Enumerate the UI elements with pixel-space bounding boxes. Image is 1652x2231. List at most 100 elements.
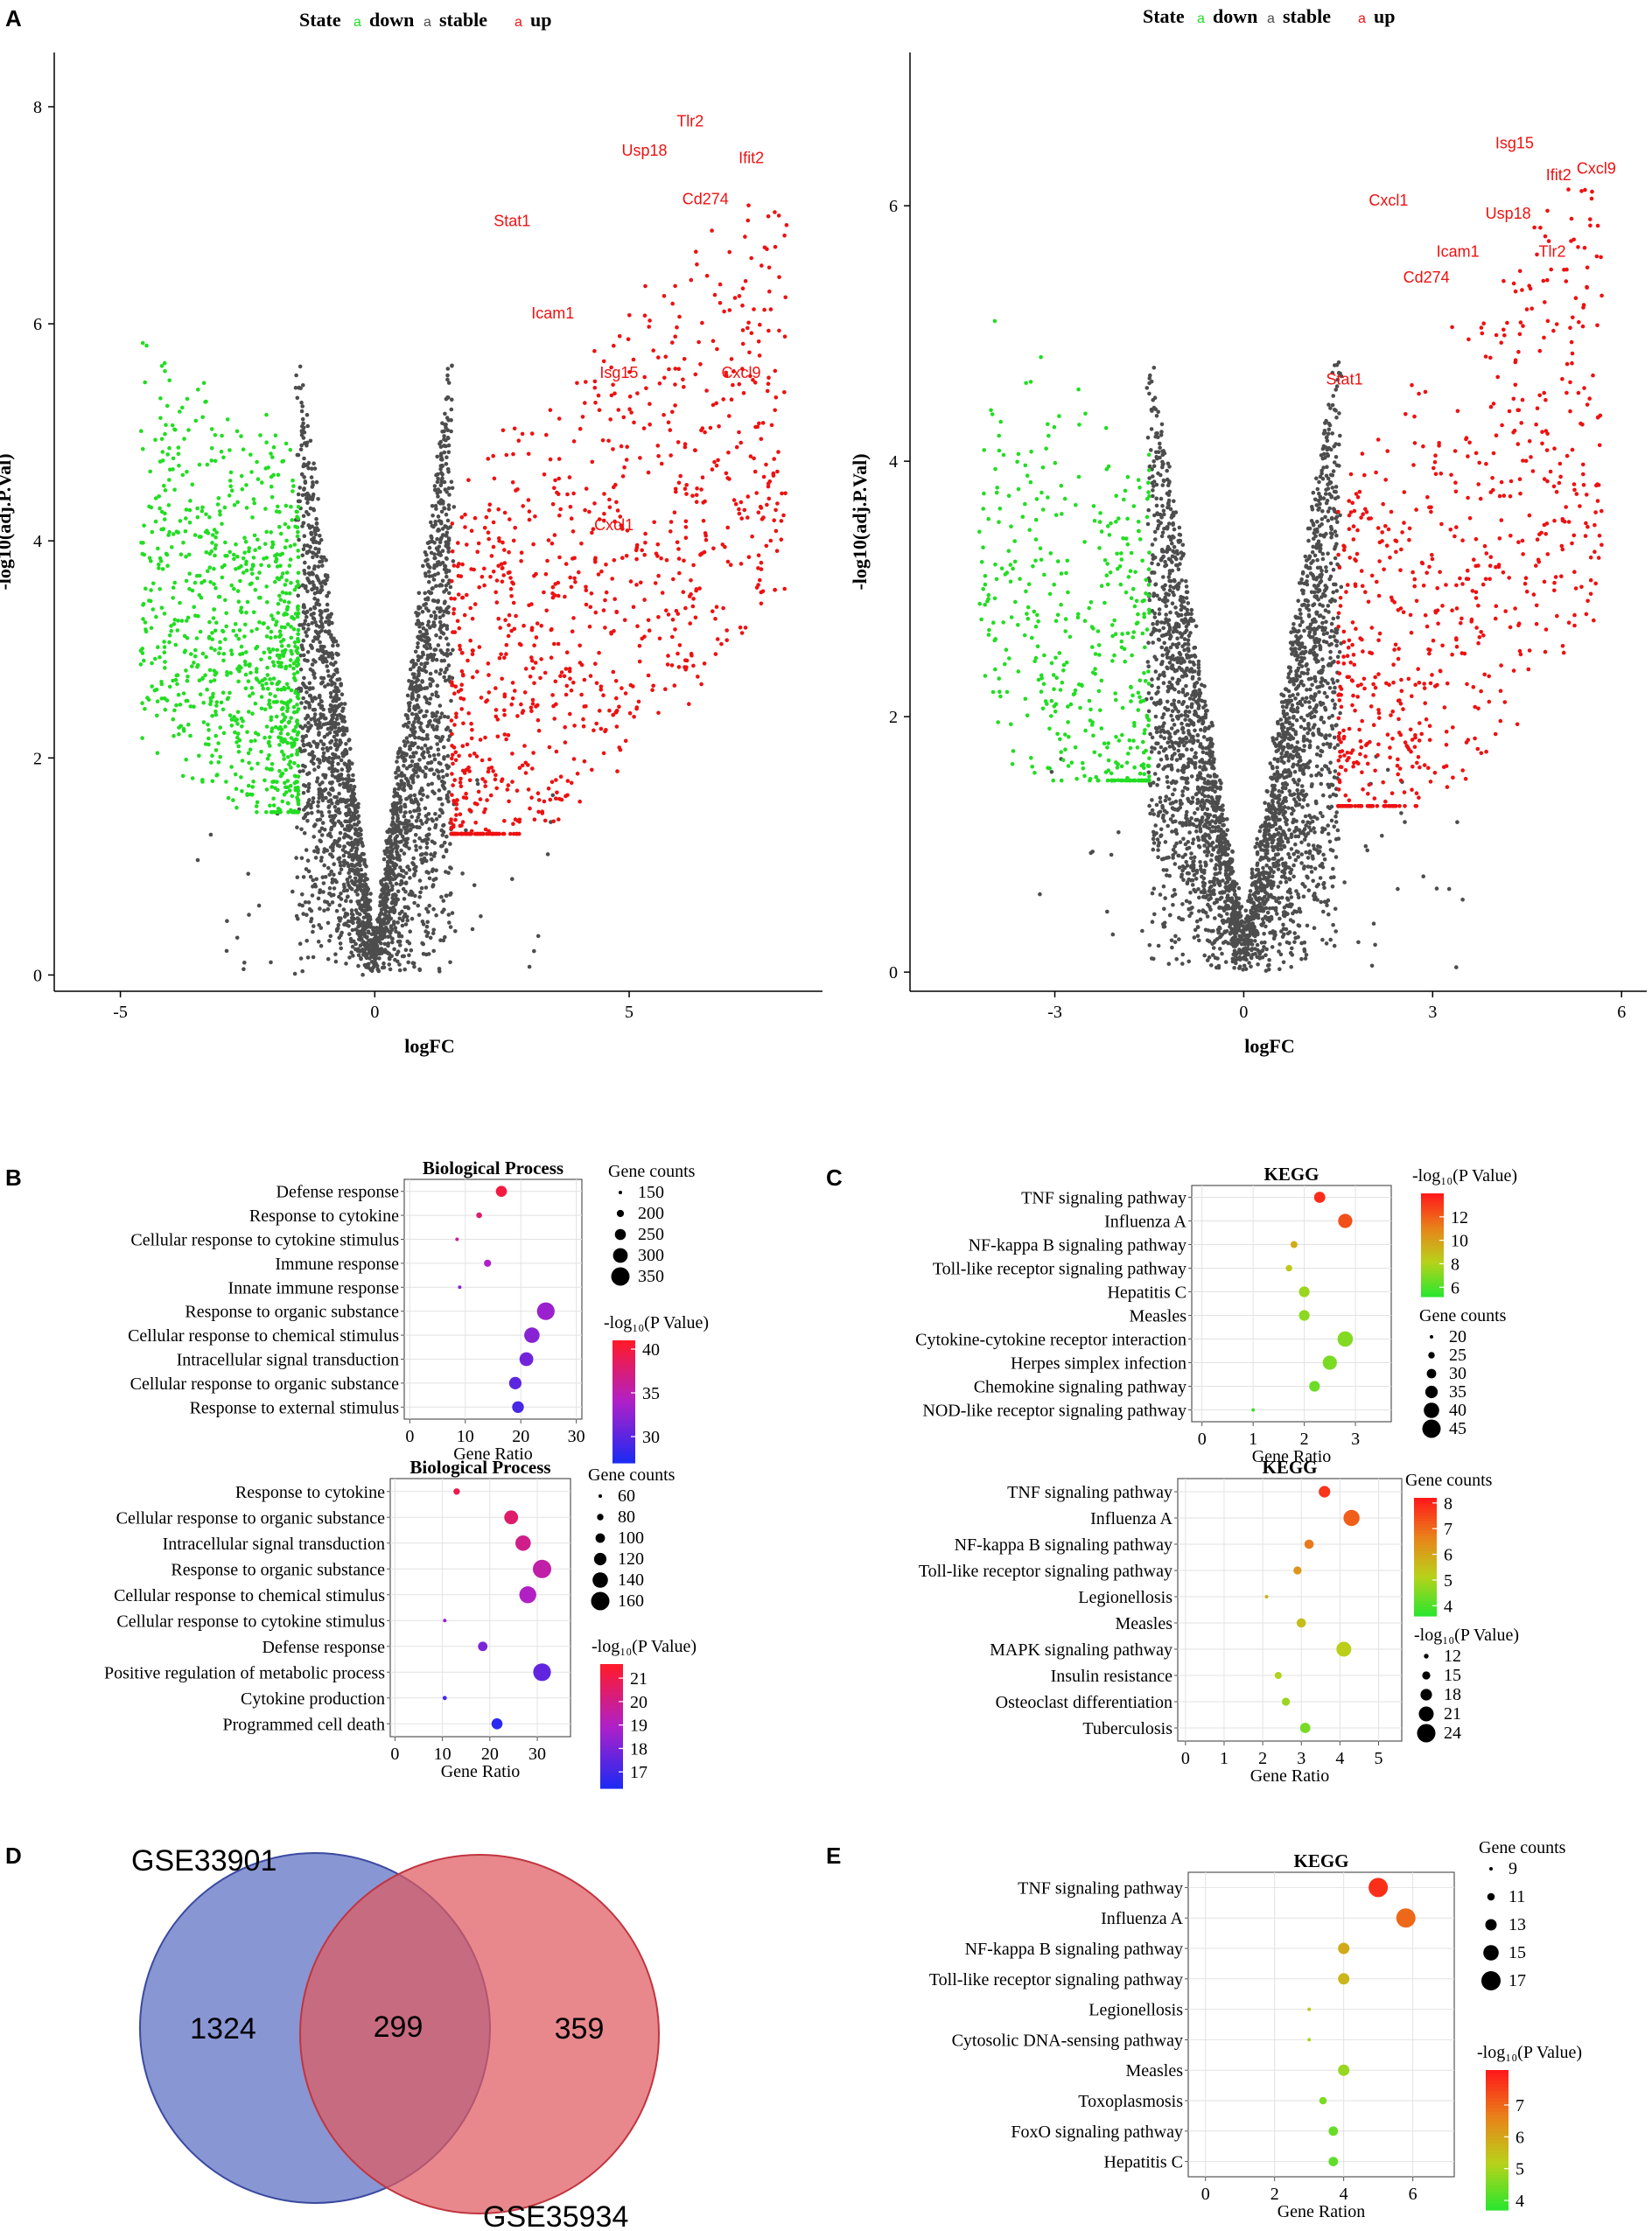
data-point — [494, 600, 500, 605]
data-point — [601, 608, 606, 612]
data-point — [234, 429, 240, 434]
data-point — [662, 375, 667, 381]
data-point — [521, 504, 525, 508]
data-point — [510, 681, 515, 685]
data-point — [320, 875, 326, 879]
data-point — [197, 753, 201, 759]
data-point — [1335, 828, 1340, 833]
data-point — [446, 738, 451, 742]
data-point — [310, 662, 315, 667]
data-point — [436, 571, 441, 576]
data-point — [437, 544, 442, 549]
data-point — [337, 791, 341, 796]
data-point — [423, 773, 428, 777]
data-point — [390, 896, 395, 900]
data-point — [320, 794, 325, 800]
data-point — [624, 458, 629, 462]
data-point — [435, 735, 439, 739]
data-point — [326, 920, 331, 926]
data-point — [282, 752, 286, 758]
data-point — [446, 450, 452, 455]
data-point — [224, 611, 229, 616]
data-point — [312, 712, 318, 717]
data-point — [442, 675, 446, 680]
data-point — [564, 667, 569, 671]
data-point — [369, 969, 374, 973]
data-point — [302, 475, 307, 479]
data-point — [761, 474, 766, 479]
data-point — [428, 671, 433, 676]
data-point — [341, 853, 346, 858]
data-point — [289, 736, 294, 740]
data-point — [450, 579, 454, 584]
data-point — [773, 408, 777, 413]
data-point — [407, 720, 411, 725]
data-point — [178, 409, 182, 414]
data-point — [601, 693, 606, 697]
data-point — [411, 768, 416, 773]
data-point — [317, 758, 322, 763]
data-point — [732, 498, 737, 502]
data-point — [249, 766, 254, 771]
data-point — [143, 707, 147, 711]
data-point — [184, 698, 189, 703]
data-point — [472, 752, 477, 756]
data-point — [243, 662, 248, 668]
data-point — [696, 339, 701, 345]
data-point — [356, 929, 360, 934]
data-point — [318, 906, 322, 911]
data-point — [451, 752, 455, 758]
data-point — [176, 619, 180, 623]
data-point — [506, 733, 511, 738]
data-point — [1325, 465, 1329, 469]
data-point — [325, 664, 330, 668]
data-point — [214, 530, 219, 535]
data-point — [434, 657, 439, 662]
data-point — [600, 438, 606, 443]
data-point — [368, 925, 373, 929]
data-point — [438, 466, 443, 472]
data-point — [300, 738, 305, 744]
data-point — [664, 608, 668, 612]
data-point — [167, 378, 172, 383]
data-point — [276, 601, 281, 606]
data-point — [365, 885, 370, 890]
data-point — [416, 591, 422, 596]
data-point — [438, 635, 443, 640]
data-point — [431, 948, 437, 954]
data-point — [321, 722, 326, 727]
data-point — [248, 738, 254, 744]
data-point — [318, 656, 323, 661]
data-point — [432, 572, 438, 577]
data-point — [424, 906, 429, 912]
data-point — [412, 661, 417, 667]
data-point — [155, 751, 160, 755]
data-point — [432, 717, 438, 723]
data-point — [444, 793, 450, 798]
data-point — [414, 611, 418, 615]
data-point — [486, 661, 491, 666]
data-point — [351, 868, 356, 872]
data-point — [1158, 800, 1163, 804]
data-point — [435, 454, 440, 459]
data-point — [304, 630, 308, 634]
data-point — [1165, 774, 1170, 780]
data-point — [577, 570, 581, 575]
data-point — [621, 415, 626, 420]
data-point — [236, 637, 242, 641]
data-point — [394, 896, 398, 901]
data-point — [648, 318, 652, 323]
data-point — [746, 515, 750, 520]
data-point — [508, 586, 514, 591]
data-point — [425, 563, 430, 567]
data-point — [749, 255, 753, 261]
data-point — [322, 847, 327, 851]
data-point — [171, 678, 175, 683]
data-point — [642, 598, 647, 602]
data-point — [396, 816, 401, 821]
gene-label: Ifit2 — [738, 150, 764, 167]
data-point — [446, 395, 451, 400]
data-point — [312, 526, 318, 531]
data-point — [438, 537, 443, 542]
data-point — [177, 731, 181, 737]
